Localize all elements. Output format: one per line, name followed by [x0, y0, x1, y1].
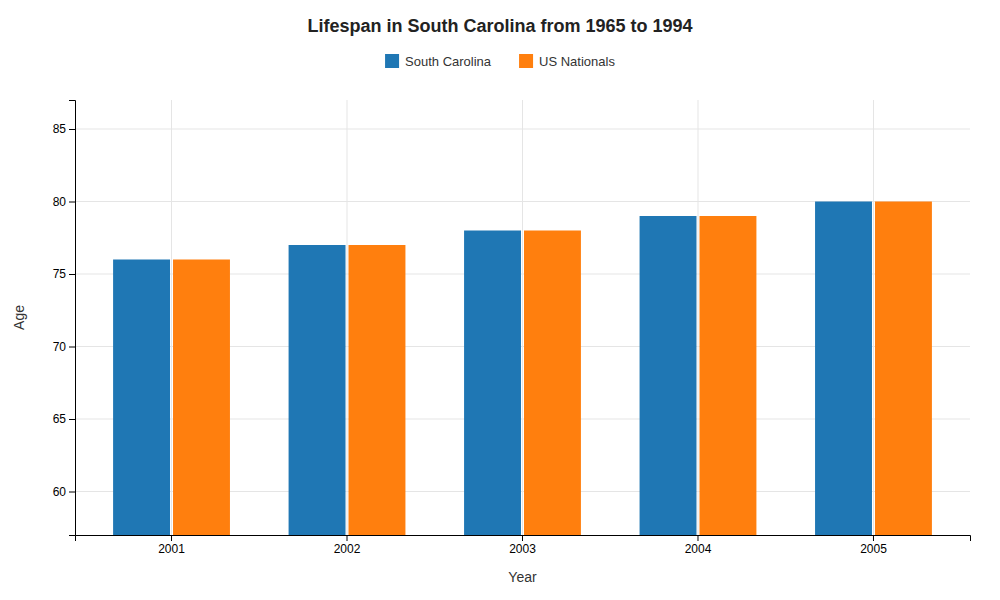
bar: [699, 216, 756, 535]
x-axis-title: Year: [508, 569, 537, 585]
grid-line-x: [347, 100, 348, 535]
legend-label: US Nationals: [539, 54, 615, 69]
title: Lifespan in South Carolina from 1965 to …: [307, 16, 692, 36]
tick-mark: [69, 492, 75, 493]
tick-label: 60: [53, 485, 67, 499]
tick: 75: [53, 267, 75, 281]
tick-label: 80: [53, 195, 67, 209]
grid-line-x: [873, 100, 874, 535]
bar: [875, 202, 932, 536]
tick-label: 2003: [509, 542, 536, 556]
tick: 2002: [334, 535, 361, 556]
bar-series: [173, 202, 932, 536]
grid-line-x: [522, 100, 523, 535]
tick-label: 75: [53, 267, 67, 281]
tick: 65: [53, 412, 75, 426]
axis-line: [76, 536, 971, 542]
tick: 2004: [685, 535, 712, 556]
tick-mark: [69, 274, 75, 275]
tick: 80: [53, 195, 75, 209]
bars: [113, 202, 932, 536]
legend-item: US Nationals: [519, 54, 615, 69]
tick-label: 2005: [860, 542, 887, 556]
tick: 60: [53, 485, 75, 499]
tick-label: 2001: [158, 542, 185, 556]
bar-series: [113, 202, 872, 536]
bar: [349, 245, 406, 535]
tick-mark: [69, 347, 75, 348]
tick-mark: [171, 535, 172, 541]
bar: [113, 260, 170, 536]
legend-item: South Carolina: [385, 54, 492, 69]
tick: 70: [53, 340, 75, 354]
chart: 2001 2002 2003 2004 2005 60 65 70 75 80 85 Year Age L…: [0, 0, 1000, 600]
bar: [640, 216, 697, 535]
legend-swatch: [385, 54, 399, 68]
tick-label: 70: [53, 340, 67, 354]
bar: [464, 231, 521, 536]
tick-label: 2004: [685, 542, 712, 556]
legend-swatch: [519, 54, 533, 68]
bar: [173, 260, 230, 536]
tick-mark: [69, 202, 75, 203]
tick: 85: [53, 122, 75, 136]
grid-line-x: [697, 100, 698, 535]
axis-line: [69, 101, 76, 536]
tick: 2005: [860, 535, 887, 556]
legend: South Carolina US Nationals: [385, 54, 615, 69]
legend-label: South Carolina: [405, 54, 492, 69]
tick-mark: [697, 535, 698, 541]
tick: 2001: [158, 535, 185, 556]
y-axis: 60 65 70 75 80 85: [53, 101, 76, 536]
tick-label: 85: [53, 122, 67, 136]
tick-mark: [522, 535, 523, 541]
tick-label: 65: [53, 412, 67, 426]
tick-mark: [69, 419, 75, 420]
x-axis: 2001 2002 2003 2004 2005: [76, 535, 971, 556]
tick-label: 2002: [334, 542, 361, 556]
bar: [289, 245, 346, 535]
grid-line-x: [171, 100, 172, 535]
tick-mark: [347, 535, 348, 541]
bar: [815, 202, 872, 536]
tick: 2003: [509, 535, 536, 556]
y-axis-title: Age: [11, 305, 27, 330]
tick-mark: [873, 535, 874, 541]
grid: [75, 100, 970, 535]
tick-mark: [69, 129, 75, 130]
bar: [524, 231, 581, 536]
